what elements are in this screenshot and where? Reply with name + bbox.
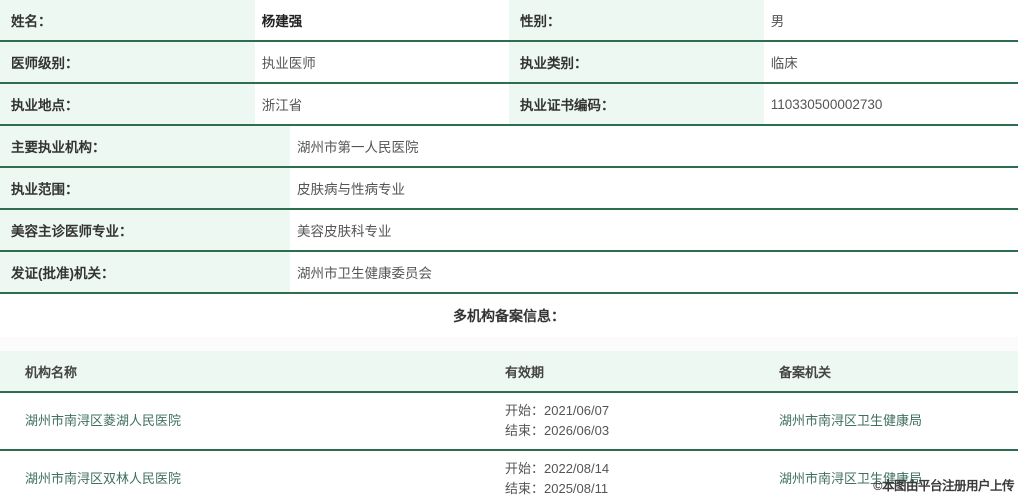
- cell-filing-authority: 湖州市南浔区卫生健康局: [779, 471, 923, 486]
- header-filing-authority: 备案机关: [779, 364, 832, 380]
- upload-credit-watermark: ©本图由平台注册用户上传: [873, 479, 1014, 493]
- cell-institution-name: 湖州市南浔区菱湖人民医院: [25, 413, 182, 428]
- multi-institution-section-header: 多机构备案信息：: [0, 294, 1018, 337]
- info-row: 发证(批准)机关： 湖州市卫生健康委员会: [0, 252, 1018, 294]
- validity-end: 结束：2026/06/03: [505, 423, 610, 438]
- value-practice-scope: 皮肤病与性病专业: [290, 168, 1018, 208]
- label-issuing-authority: 发证(批准)机关：: [0, 252, 290, 292]
- value-gender: 男: [763, 0, 1018, 40]
- label-practice-location: 执业地点：: [0, 84, 255, 124]
- label-name: 姓名：: [0, 0, 255, 40]
- table-row: 湖州市南浔区双林人民医院 开始：2022/08/14 结束：2025/08/11…: [0, 451, 1018, 497]
- value-license-number: 110330500002730: [763, 84, 1018, 124]
- value-doctor-level: 执业医师: [254, 42, 509, 82]
- header-validity-period: 有效期: [505, 364, 545, 380]
- cell-filing-authority: 湖州市南浔区卫生健康局: [779, 413, 923, 428]
- value-practice-location: 浙江省: [254, 84, 509, 124]
- info-row: 医师级别： 执业医师 执业类别： 临床: [0, 42, 1018, 84]
- label-cosmetic-specialty: 美容主诊医师专业：: [0, 210, 290, 250]
- table-header-row: 机构名称 有效期 备案机关: [0, 351, 1018, 393]
- label-gender: 性别：: [509, 0, 764, 40]
- label-practice-category: 执业类别：: [509, 42, 764, 82]
- section-title: 多机构备案信息：: [453, 307, 565, 324]
- table-row: 湖州市南浔区菱湖人民医院 开始：2021/06/07 结束：2026/06/03…: [0, 393, 1018, 451]
- cell-validity-period: 开始：2021/06/07 结束：2026/06/03: [493, 393, 779, 449]
- value-practice-category: 临床: [763, 42, 1018, 82]
- label-license-number: 执业证书编码：: [509, 84, 764, 124]
- label-practice-scope: 执业范围：: [0, 168, 290, 208]
- info-row: 执业地点： 浙江省 执业证书编码： 110330500002730: [0, 84, 1018, 126]
- practitioner-info-table: 姓名： 杨建强 性别： 男 医师级别： 执业医师 执业类别： 临床 执业地点： …: [0, 0, 1018, 294]
- value-main-institution: 湖州市第一人民医院: [290, 126, 1018, 166]
- label-main-institution: 主要执业机构：: [0, 126, 290, 166]
- info-row: 美容主诊医师专业： 美容皮肤科专业: [0, 210, 1018, 252]
- validity-start: 开始：2022/08/14: [505, 461, 610, 476]
- cell-institution-name: 湖州市南浔区双林人民医院: [25, 471, 182, 486]
- value-name: 杨建强: [254, 0, 509, 40]
- label-doctor-level: 医师级别：: [0, 42, 255, 82]
- info-row: 主要执业机构： 湖州市第一人民医院: [0, 126, 1018, 168]
- value-issuing-authority: 湖州市卫生健康委员会: [290, 252, 1018, 292]
- header-institution-name: 机构名称: [25, 364, 78, 380]
- multi-institution-records-table: 机构名称 有效期 备案机关 湖州市南浔区菱湖人民医院 开始：2021/06/07…: [0, 351, 1018, 497]
- value-cosmetic-specialty: 美容皮肤科专业: [290, 210, 1018, 250]
- validity-end: 结束：2025/08/11: [505, 481, 609, 496]
- info-row: 执业范围： 皮肤病与性病专业: [0, 168, 1018, 210]
- info-row: 姓名： 杨建强 性别： 男: [0, 0, 1018, 42]
- cell-validity-period: 开始：2022/08/14 结束：2025/08/11: [493, 451, 779, 497]
- validity-start: 开始：2021/06/07: [505, 403, 610, 418]
- section-gap-band: [0, 337, 1018, 351]
